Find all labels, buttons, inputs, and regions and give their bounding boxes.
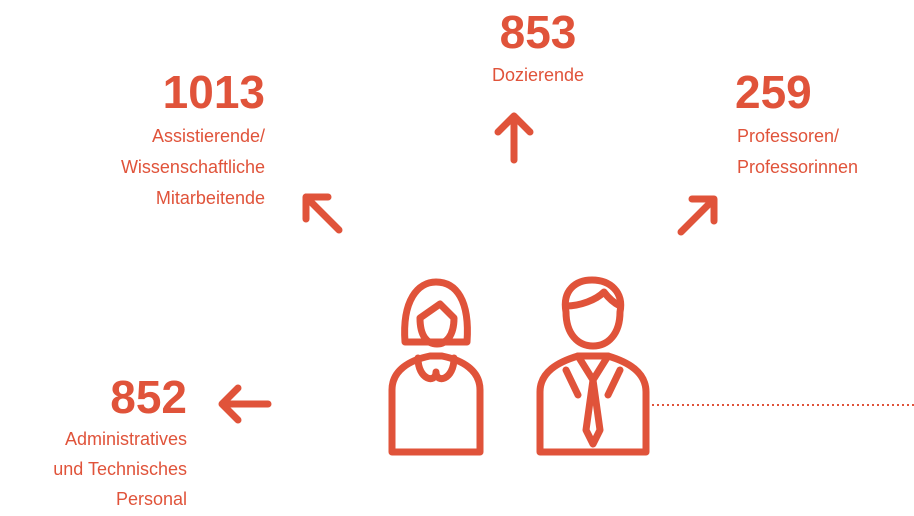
number: 852	[110, 371, 187, 423]
arrow-up	[494, 112, 534, 164]
woman-icon	[388, 278, 484, 456]
man-icon	[536, 276, 650, 456]
label: Personal	[116, 489, 187, 509]
number: 1013	[163, 66, 265, 118]
label: Assistierende/	[152, 126, 265, 146]
number: 853	[500, 6, 577, 58]
label: Administratives	[65, 429, 187, 449]
number: 259	[735, 66, 812, 118]
arrow-left	[218, 384, 272, 424]
label: Professorinnen	[737, 157, 858, 177]
label: Dozierende	[492, 65, 584, 85]
label: Wissenschaftliche	[121, 157, 265, 177]
arrow-up-right	[677, 195, 718, 236]
label: Mitarbeitende	[156, 188, 265, 208]
label: Professoren/	[737, 126, 839, 146]
label: und Technisches	[53, 459, 187, 479]
arrow-up-left	[302, 193, 343, 234]
